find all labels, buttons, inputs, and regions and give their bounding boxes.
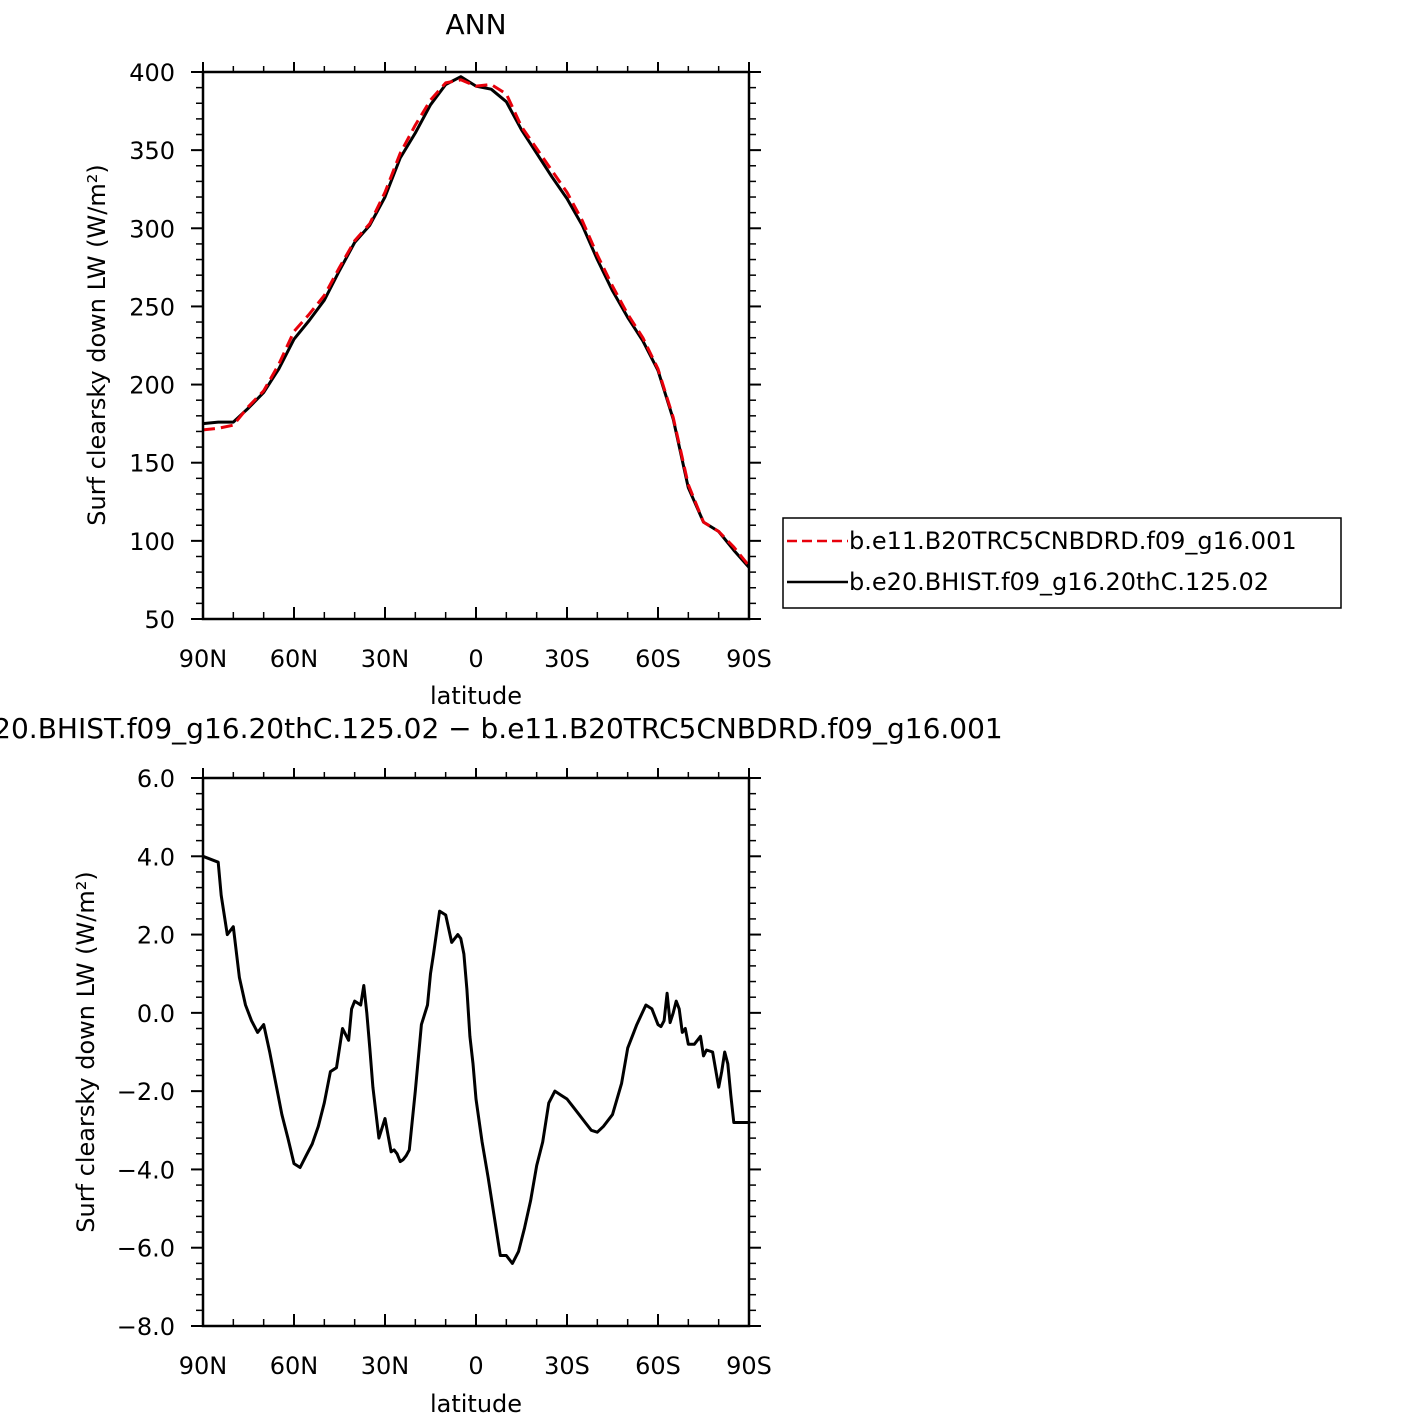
top-y-tick-label: 100 — [129, 528, 175, 556]
bottom-y-tick-label: 4.0 — [137, 843, 175, 871]
bottom-plot-frame — [201, 776, 751, 1328]
top-series-line-1 — [202, 78, 751, 567]
bottom-y-tick-label: −8.0 — [117, 1313, 175, 1341]
bottom-x-tick-label: 90N — [179, 1352, 228, 1380]
top-y-tick-label: 50 — [144, 606, 175, 634]
top-x-tick-label: 30S — [544, 645, 590, 673]
bottom-x-tick-label: 0 — [468, 1352, 483, 1380]
bottom-x-tick-label: 60N — [270, 1352, 319, 1380]
bottom-chart: b.e20.BHIST.f09_g16.20thC.125.02 − b.e11… — [0, 712, 1003, 1418]
bottom-x-tick-label: 30S — [544, 1352, 590, 1380]
top-x-tick-label: 60N — [270, 645, 319, 673]
top-chart-lines — [202, 75, 751, 569]
bottom-y-tick-label: 6.0 — [137, 765, 175, 793]
top-series-line-2 — [202, 75, 751, 569]
bottom-x-tick-label: 30N — [361, 1352, 410, 1380]
legend-label-series-2: b.e20.BHIST.f09_g16.20thC.125.02 — [849, 568, 1269, 596]
top-y-axis-label: Surf clearsky down LW (W/m²) — [83, 164, 111, 525]
top-plot-frame — [201, 70, 751, 621]
top-chart-title: ANN — [445, 8, 506, 41]
top-y-tick-label: 200 — [129, 372, 175, 400]
bottom-y-tick-label: 0.0 — [137, 1000, 175, 1028]
bottom-y-tick-label: −2.0 — [117, 1078, 175, 1106]
bottom-y-tick-label: 2.0 — [137, 922, 175, 950]
top-chart-ticks: 90N 60N 30N 0 30S 60S 90S 400 350 300 250 200 150 100… — [129, 59, 772, 673]
bottom-chart-lines — [202, 854, 749, 1265]
top-y-tick-label: 150 — [129, 450, 175, 478]
bottom-y-tick-label: −4.0 — [117, 1156, 175, 1184]
legend: b.e11.B20TRC5CNBDRD.f09_g16.001 b.e20.BH… — [782, 517, 1342, 609]
top-y-tick-label: 250 — [129, 293, 175, 321]
top-x-tick-label: 60S — [635, 645, 681, 673]
bottom-y-tick-label: −6.0 — [117, 1235, 175, 1263]
top-chart: ANN 90N 60N 30N 0 30S 60S 90S 400 350 300 250 200 15… — [83, 8, 1342, 710]
top-x-tick-label: 0 — [468, 645, 483, 673]
top-x-tick-label: 30N — [361, 645, 410, 673]
top-x-tick-label: 90S — [726, 645, 772, 673]
legend-label-series-1: b.e11.B20TRC5CNBDRD.f09_g16.001 — [849, 527, 1297, 555]
bottom-chart-title: b.e20.BHIST.f09_g16.20thC.125.02 − b.e11… — [0, 712, 1003, 745]
top-x-axis-label: latitude — [430, 682, 522, 710]
bottom-x-axis-label: latitude — [430, 1390, 522, 1418]
bottom-x-tick-label: 60S — [635, 1352, 681, 1380]
bottom-y-axis-label: Surf clearsky down LW (W/m²) — [72, 871, 100, 1232]
legend-box — [782, 517, 1342, 609]
top-y-tick-label: 350 — [129, 137, 175, 165]
bottom-chart-ticks: 90N 60N 30N 0 30S 60S 90S 6.0 4.0 2.0 0.0 −2.0 −4.0 −… — [117, 765, 772, 1380]
bottom-series-line-1 — [202, 854, 749, 1265]
top-y-tick-label: 400 — [129, 59, 175, 87]
bottom-x-tick-label: 90S — [726, 1352, 772, 1380]
top-x-tick-label: 90N — [179, 645, 228, 673]
top-y-tick-label: 300 — [129, 215, 175, 243]
